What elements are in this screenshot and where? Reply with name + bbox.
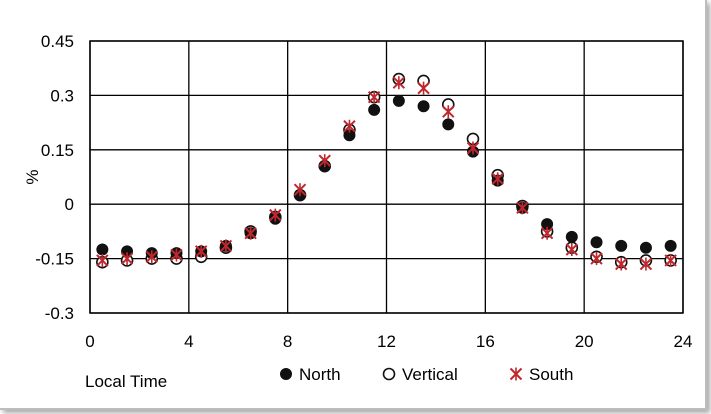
point-north — [565, 230, 578, 243]
point-south — [565, 243, 579, 257]
point-north — [96, 243, 109, 256]
x-tick-label: 12 — [377, 332, 396, 351]
legend-label: South — [529, 365, 573, 384]
point-north — [664, 239, 677, 252]
x-axis-label: Local Time — [85, 372, 167, 391]
data-points — [96, 72, 677, 271]
x-tick-label: 16 — [476, 332, 495, 351]
x-tick-label: 4 — [184, 332, 193, 351]
point-south — [392, 76, 406, 90]
point-north — [639, 241, 652, 254]
point-south — [491, 172, 504, 186]
point-south — [590, 252, 603, 266]
point-north — [392, 94, 405, 107]
legend-marker — [280, 368, 292, 380]
legend-item-vertical: Vertical — [382, 365, 458, 384]
y-axis-label: % — [23, 169, 42, 184]
point-south — [664, 253, 677, 267]
y-tick-label: -0.3 — [45, 304, 74, 323]
point-north — [368, 103, 381, 116]
axis-labels: % Local Time — [23, 169, 167, 391]
point-south — [219, 239, 233, 253]
y-tick-label: 0.3 — [50, 86, 74, 105]
y-tick-label: 0.15 — [41, 141, 74, 160]
y-tick-label: -0.15 — [35, 250, 74, 269]
x-tick-label: 8 — [283, 332, 292, 351]
point-south — [343, 119, 356, 133]
point-south — [516, 201, 529, 215]
point-south — [293, 183, 307, 197]
x-tick-label: 0 — [85, 332, 94, 351]
point-south — [466, 141, 480, 155]
point-north — [615, 239, 628, 252]
point-south — [367, 90, 381, 104]
point-south — [417, 81, 430, 95]
point-north — [442, 118, 455, 131]
axes — [89, 40, 684, 314]
point-south — [170, 248, 183, 262]
point-south — [318, 154, 331, 168]
point-north — [417, 100, 430, 113]
plot-border — [89, 40, 684, 314]
point-south — [269, 208, 282, 222]
legend-marker — [382, 367, 396, 381]
point-south — [96, 253, 109, 267]
point-south — [540, 226, 554, 240]
point-south — [244, 226, 257, 240]
tick-labels: 0.45 0.3 0.15 0 -0.15 -0.3 0 4 8 12 16 20 24 — [35, 32, 692, 351]
x-tick-label: 24 — [674, 332, 693, 351]
legend: North Vertical South — [280, 365, 573, 384]
point-north — [590, 236, 603, 249]
point-south — [120, 252, 134, 266]
y-tick-label: 0.45 — [41, 32, 74, 51]
point-south — [639, 257, 653, 271]
grid — [89, 40, 684, 314]
legend-label: North — [299, 365, 341, 384]
point-south — [442, 105, 455, 119]
point-south — [194, 244, 208, 258]
y-tick-label: 0 — [65, 195, 74, 214]
legend-item-north: North — [280, 365, 341, 384]
legend-item-south: South — [509, 365, 573, 384]
legend-marker — [509, 367, 523, 381]
x-tick-label: 20 — [575, 332, 594, 351]
legend-label: Vertical — [402, 365, 458, 384]
point-south — [145, 250, 158, 264]
point-south — [615, 257, 628, 271]
